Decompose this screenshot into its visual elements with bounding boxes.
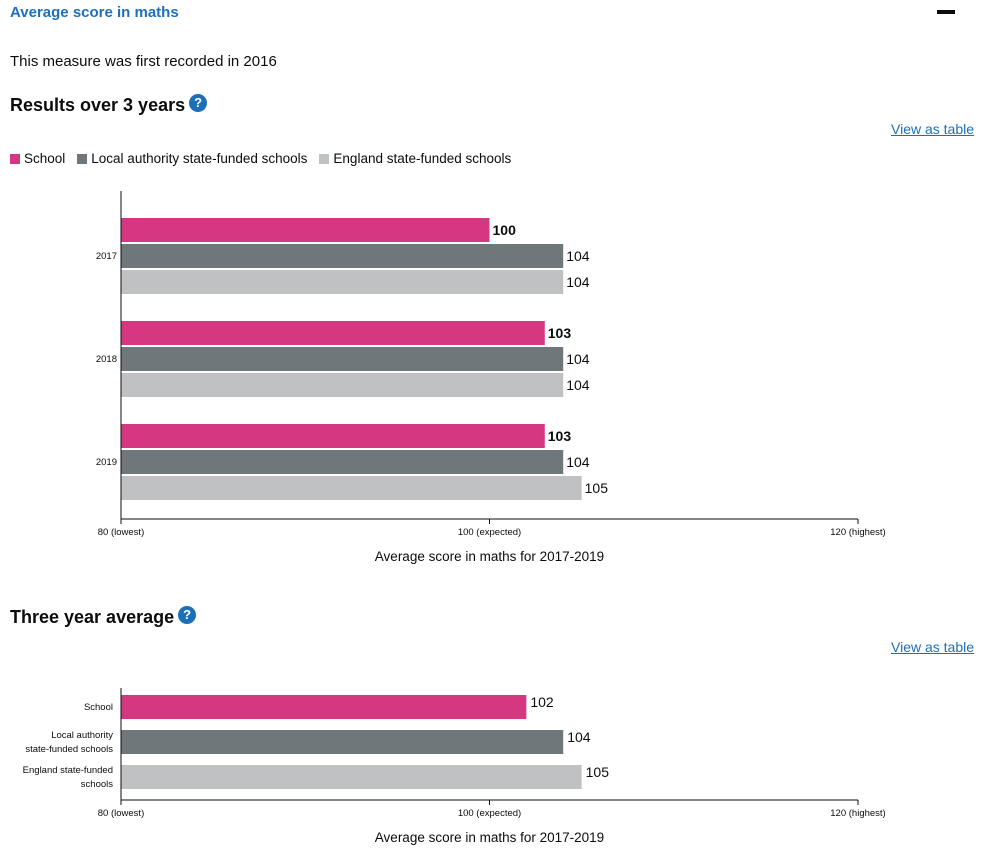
legend-item-local-authority: Local authority state-funded schools [77,151,307,166]
category-label-2019: 2019 [96,457,117,468]
category-label-england-state-funded-schools-line-2: schools [81,779,113,790]
x-tick-label-120: 120 (highest) [830,808,885,819]
value-label-local-authority-state-funded-schools: 104 [567,729,591,745]
bar-school [121,695,527,719]
category-label-2017: 2017 [96,251,117,262]
bar-local-authority-state-funded-schools-2017 [121,244,564,268]
bar-england-state-funded-schools-2018 [121,373,564,397]
bar-school-2017 [121,218,490,242]
value-label-school-2017: 100 [493,222,517,238]
bar-school-2018 [121,321,545,345]
legend-label-local-authority: Local authority state-funded schools [91,151,308,166]
x-axis-title: Average score in maths for 2017-2019 [375,549,604,564]
view-as-table-link[interactable]: View as table [891,639,975,655]
category-label-local-authority-state-funded-schools-line-2: state-funded schools [25,744,113,755]
value-label-england-state-funded-schools-2018: 104 [566,377,590,393]
legend-label-england: England state-funded schools [333,151,512,166]
first-recorded-text: This measure was first recorded in 2016 [10,53,277,70]
bar-school-2019 [121,424,545,448]
bar-local-authority-state-funded-schools-2018 [121,347,564,371]
x-tick-label-120: 120 (highest) [830,527,885,538]
question-mark-icon[interactable]: ? [189,93,208,112]
three-year-average-heading: Three year average ? [10,605,197,628]
bar-england-state-funded-schools [121,765,582,789]
legend-item-school: School [10,151,65,166]
value-label-school-2018: 103 [548,325,572,341]
bar-local-authority-state-funded-schools [121,730,564,754]
x-tick-label-100: 100 (expected) [458,527,521,538]
results-heading: Results over 3 years ? [10,93,208,116]
value-label-school-2019: 103 [548,428,572,444]
bar-england-state-funded-schools-2019 [121,476,582,500]
results-title: Results over 3 years [10,95,186,115]
three-year-average-title: Three year average [10,607,175,627]
average-bar-chart: 102 School 104 Local authority state-funded … [23,688,886,845]
legend-swatch-local-authority [77,153,88,164]
view-as-table-link[interactable]: View as table [891,121,975,137]
x-axis-title: Average score in maths for 2017-2019 [375,830,604,845]
category-label-2018: 2018 [96,354,117,365]
chart-legend: School Local authority state-funded scho… [10,151,523,166]
x-tick-label-80: 80 (lowest) [98,527,144,538]
legend-swatch-school [10,153,20,164]
results-bar-chart: 2017 100 104 104 2018 103 104 104 2019 103 104 105 8… [96,191,886,564]
value-label-england-state-funded-schools: 105 [586,764,610,780]
legend-label-school: School [24,151,66,166]
value-label-local-authority-state-funded-schools-2019: 104 [566,454,590,470]
section-title[interactable]: Average score in maths [10,4,179,21]
value-label-school: 102 [530,694,554,710]
category-label-local-authority-state-funded-schools-line-1: Local authority [51,730,113,741]
value-label-local-authority-state-funded-schools-2018: 104 [566,351,590,367]
value-label-local-authority-state-funded-schools-2017: 104 [566,248,590,264]
legend-swatch-england [319,153,330,164]
bar-local-authority-state-funded-schools-2019 [121,450,564,474]
value-label-england-state-funded-schools-2019: 105 [585,480,609,496]
bar-england-state-funded-schools-2017 [121,270,564,294]
category-label-england-state-funded-schools-line-1: England state-funded [23,765,113,776]
x-tick-label-100: 100 (expected) [458,808,521,819]
minus-icon[interactable] [937,10,955,14]
x-tick-label-80: 80 (lowest) [98,808,144,819]
value-label-england-state-funded-schools-2017: 104 [566,274,590,290]
category-label-school-line-1: School [84,702,113,713]
legend-item-england: England state-funded schools [319,151,511,166]
question-mark-icon[interactable]: ? [178,605,197,624]
